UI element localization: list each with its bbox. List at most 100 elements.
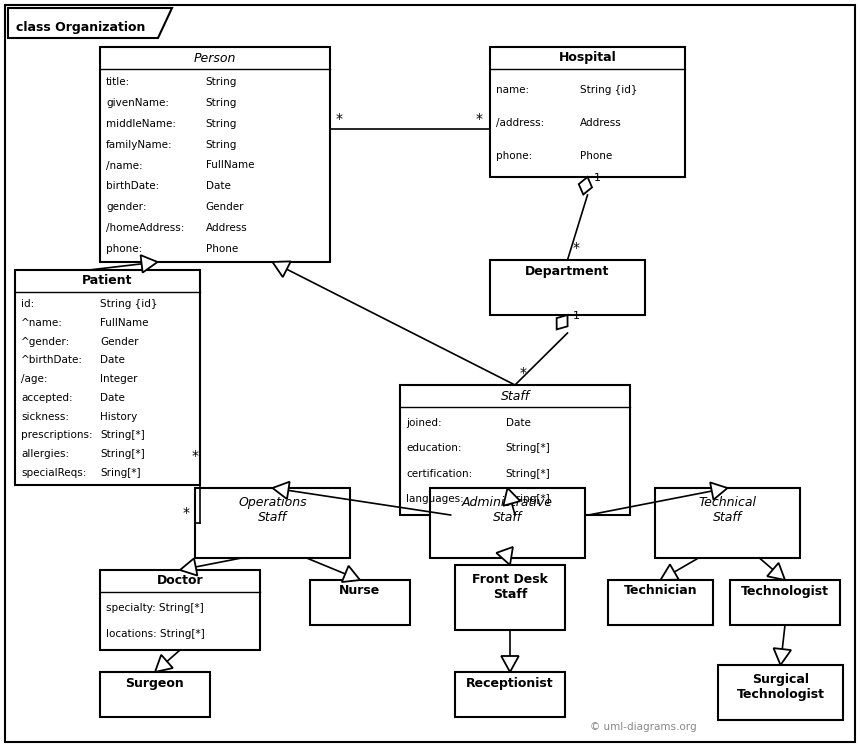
Text: Receptionist: Receptionist — [466, 677, 554, 689]
Text: Address: Address — [580, 118, 622, 128]
Bar — [400, 385, 630, 515]
Polygon shape — [710, 483, 728, 500]
Text: Sring[*]: Sring[*] — [100, 468, 141, 478]
Polygon shape — [579, 177, 592, 194]
Bar — [655, 488, 800, 558]
Polygon shape — [180, 558, 198, 576]
Text: Nurse: Nurse — [340, 584, 381, 598]
Polygon shape — [8, 8, 172, 38]
Text: /homeAddress:: /homeAddress: — [106, 223, 184, 233]
Bar — [455, 672, 565, 717]
Text: id:: id: — [21, 300, 34, 309]
Text: String[*]: String[*] — [506, 494, 550, 503]
Text: *: * — [520, 366, 527, 380]
Text: /age:: /age: — [21, 374, 47, 384]
Text: *: * — [336, 112, 343, 125]
Text: String: String — [206, 78, 237, 87]
Polygon shape — [773, 648, 791, 665]
Polygon shape — [496, 547, 513, 565]
Text: Gender: Gender — [100, 337, 138, 347]
Text: name:: name: — [496, 85, 529, 96]
Text: *: * — [476, 112, 483, 125]
Text: © uml-diagrams.org: © uml-diagrams.org — [590, 722, 697, 732]
Text: *: * — [183, 506, 190, 520]
Text: Hospital: Hospital — [559, 52, 617, 64]
Text: languages:: languages: — [406, 494, 464, 503]
Text: String {id}: String {id} — [100, 300, 157, 309]
Text: prescriptions:: prescriptions: — [21, 430, 93, 440]
Text: String: String — [206, 119, 237, 129]
Text: specialty: String[*]: specialty: String[*] — [106, 604, 204, 613]
Text: String[*]: String[*] — [100, 430, 144, 440]
Text: FullName: FullName — [206, 161, 255, 170]
Text: phone:: phone: — [106, 244, 142, 253]
Text: certification:: certification: — [406, 468, 472, 479]
Polygon shape — [767, 563, 785, 580]
Polygon shape — [273, 482, 290, 499]
Polygon shape — [273, 261, 291, 277]
Text: sickness:: sickness: — [21, 412, 69, 421]
Text: String[*]: String[*] — [506, 468, 550, 479]
Text: Date: Date — [506, 418, 531, 428]
Bar — [455, 565, 565, 630]
Text: ^gender:: ^gender: — [21, 337, 71, 347]
Polygon shape — [556, 315, 568, 329]
Bar — [730, 580, 840, 625]
Text: Person: Person — [194, 52, 236, 64]
Text: Department: Department — [525, 264, 610, 277]
Text: Surgical
Technologist: Surgical Technologist — [736, 673, 825, 701]
Text: Administrative
Staff: Administrative Staff — [462, 496, 553, 524]
Bar — [100, 47, 330, 262]
Polygon shape — [501, 656, 519, 672]
Text: Operations
Staff: Operations Staff — [238, 496, 307, 524]
Text: String: String — [206, 99, 237, 108]
Text: Technologist: Technologist — [741, 584, 829, 598]
Bar — [718, 665, 843, 720]
Text: Date: Date — [100, 393, 125, 403]
Bar — [310, 580, 410, 625]
Bar — [490, 260, 645, 315]
Text: History: History — [100, 412, 138, 421]
Text: Address: Address — [206, 223, 248, 233]
Bar — [430, 488, 585, 558]
Text: familyName:: familyName: — [106, 140, 173, 149]
Text: String[*]: String[*] — [506, 444, 550, 453]
Text: Date: Date — [100, 356, 125, 365]
Bar — [100, 672, 210, 717]
Bar — [608, 580, 713, 625]
Text: Date: Date — [206, 182, 230, 191]
Text: middleName:: middleName: — [106, 119, 176, 129]
Text: Patient: Patient — [83, 274, 132, 288]
Text: 1: 1 — [593, 173, 600, 183]
Text: Gender: Gender — [206, 202, 244, 212]
Bar — [195, 488, 350, 558]
Polygon shape — [503, 488, 520, 506]
Bar — [100, 570, 260, 650]
Text: Phone: Phone — [206, 244, 238, 253]
Text: specialReqs:: specialReqs: — [21, 468, 86, 478]
Text: String[*]: String[*] — [100, 449, 144, 459]
Text: *: * — [573, 241, 580, 255]
Text: Front Desk
Staff: Front Desk Staff — [472, 573, 548, 601]
Text: *: * — [192, 449, 199, 463]
Text: gender:: gender: — [106, 202, 146, 212]
Polygon shape — [155, 655, 173, 672]
Text: birthDate:: birthDate: — [106, 182, 159, 191]
Text: accepted:: accepted: — [21, 393, 72, 403]
Polygon shape — [140, 255, 157, 273]
Text: Doctor: Doctor — [157, 574, 203, 587]
Text: Staff: Staff — [501, 389, 530, 403]
Text: locations: String[*]: locations: String[*] — [106, 629, 205, 639]
Bar — [490, 47, 685, 177]
Text: /name:: /name: — [106, 161, 143, 170]
Text: joined:: joined: — [406, 418, 442, 428]
Text: ^name:: ^name: — [21, 318, 63, 328]
Bar — [15, 270, 200, 485]
Text: 1: 1 — [573, 311, 580, 321]
Text: FullName: FullName — [100, 318, 149, 328]
Text: Technician: Technician — [624, 584, 697, 598]
Text: allergies:: allergies: — [21, 449, 69, 459]
Text: givenName:: givenName: — [106, 99, 169, 108]
Text: class Organization: class Organization — [16, 20, 145, 34]
Text: phone:: phone: — [496, 151, 532, 161]
